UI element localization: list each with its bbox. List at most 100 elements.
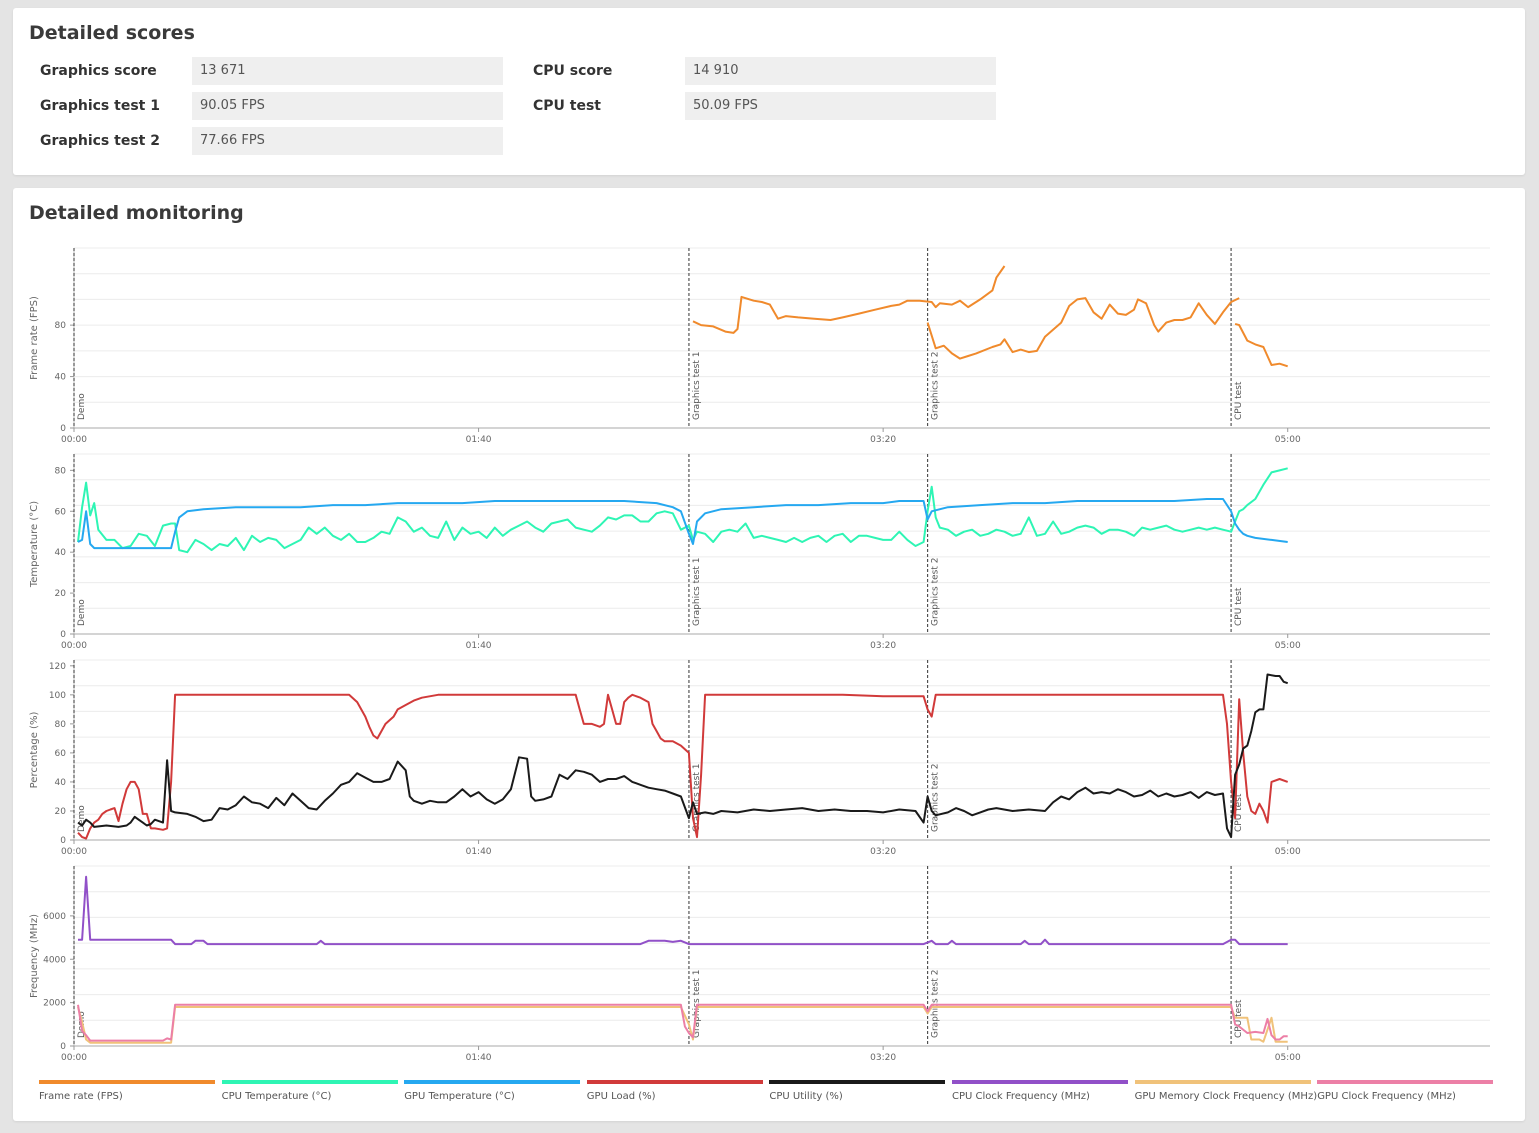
y-axis-label: Frequency (MHz) [29,914,40,998]
series-line [78,875,1288,946]
legend-swatch [769,1080,946,1084]
legend-label: Frame rate (FPS) [39,1091,123,1102]
legend-label: GPU Clock Frequency (MHz) [1317,1091,1456,1102]
x-tick-label: 00:00 [61,435,87,445]
graphics-test-1-value: 90.05 FPS [192,92,503,120]
graphics-test-2-value: 77.66 FPS [192,127,503,155]
y-tick-label: 80 [55,466,67,476]
legend-label: CPU Temperature (°C) [221,1091,332,1102]
detailed-monitoring-panel: Detailed monitoring 0 40 80 00:00 01:40 03:20… [13,188,1525,1121]
y-tick-label: 0 [60,836,66,846]
y-tick-label: 4000 [43,955,66,965]
section-label: Graphics test 1 [692,970,702,1038]
y-tick-label: 20 [55,589,67,599]
y-tick-label: 80 [55,321,67,331]
legend-swatch [404,1080,581,1084]
legend-item[interactable]: CPU Temperature (°C) [221,1080,398,1102]
legend-swatch [586,1080,763,1084]
cpu-score-value: 14 910 [685,57,996,85]
x-tick-label: 01:40 [466,1053,492,1063]
y-tick-label: 40 [55,548,67,558]
section-label: CPU test [1234,793,1244,832]
x-tick-label: 00:00 [61,847,87,857]
legend-swatch [1317,1080,1494,1084]
y-tick-label: 60 [55,749,67,759]
section-label: CPU test [1234,381,1244,420]
legend-swatch [952,1080,1128,1084]
legend-label: GPU Load (%) [586,1091,656,1102]
legend-item[interactable]: GPU Memory Clock Frequency (MHz) [1134,1080,1318,1102]
y-tick-label: 60 [55,507,67,517]
legend-label: GPU Memory Clock Frequency (MHz) [1134,1091,1318,1102]
section-label: Graphics test 1 [692,764,702,832]
x-tick-label: 00:00 [61,1053,87,1063]
series-line [1234,322,1289,368]
section-label: Demo [77,393,87,420]
series-line [77,1003,1288,1042]
x-tick-label: 05:00 [1275,1053,1301,1063]
x-tick-label: 01:40 [466,435,492,445]
y-tick-label: 100 [49,691,66,701]
series-line [692,265,1006,334]
y-tick-label: 40 [55,778,67,788]
legend-item[interactable]: GPU Temperature (°C) [404,1080,581,1102]
x-tick-label: 00:00 [61,641,87,651]
y-tick-label: 80 [55,720,67,730]
section-label: Demo [77,805,87,832]
detailed-scores-panel: Detailed scores Graphics score 13 671 Gr… [13,8,1525,175]
legend-item[interactable]: Frame rate (FPS) [39,1080,215,1102]
x-tick-label: 03:20 [870,641,896,651]
series-line [77,673,1289,839]
series-line [77,693,1289,840]
legend-swatch [1134,1080,1311,1084]
section-label: Graphics test 1 [692,558,702,626]
x-tick-label: 05:00 [1275,641,1301,651]
graphics-test-2-label: Graphics test 2 [40,133,160,149]
y-axis-label: Frame rate (FPS) [29,296,40,380]
section-label: Graphics test 1 [692,352,702,420]
y-tick-label: 6000 [43,912,66,922]
scores-title: Detailed scores [29,22,195,44]
x-tick-label: 03:20 [870,435,896,445]
y-tick-label: 0 [60,1042,66,1052]
x-tick-label: 03:20 [870,1053,896,1063]
y-tick-label: 0 [60,424,66,434]
legend-label: CPU Clock Frequency (MHz) [952,1091,1090,1102]
legend-item[interactable]: GPU Load (%) [586,1080,763,1102]
y-tick-label: 2000 [43,999,66,1009]
cpu-test-value: 50.09 FPS [685,92,996,120]
series-line [77,467,1288,554]
series-line [77,498,1288,550]
x-tick-label: 01:40 [466,641,492,651]
y-tick-label: 40 [55,373,67,383]
section-label: Graphics test 2 [931,558,941,626]
x-tick-label: 05:00 [1275,847,1301,857]
section-label: Demo [77,599,87,626]
section-label: Graphics test 2 [931,764,941,832]
monitoring-charts: 0 40 80 00:00 01:40 03:20 05:00 Frame rate (FPS… [29,247,1490,1063]
y-axis-label: Temperature (°C) [29,501,40,588]
y-axis-label: Percentage (%) [29,712,40,789]
x-tick-label: 01:40 [466,847,492,857]
cpu-score-label: CPU score [533,63,613,79]
legend-label: CPU Utility (%) [769,1091,843,1102]
graphics-score-label: Graphics score [40,63,157,79]
y-tick-label: 120 [49,662,66,672]
legend-item[interactable]: CPU Utility (%) [769,1080,946,1102]
series-line [77,1006,1288,1044]
y-tick-label: 0 [60,630,66,640]
legend-item[interactable]: GPU Clock Frequency (MHz) [1317,1080,1494,1102]
legend-swatch [221,1080,398,1084]
monitoring-title: Detailed monitoring [29,202,244,224]
graphics-test-1-label: Graphics test 1 [40,98,160,114]
section-label: CPU test [1234,587,1244,626]
legend-label: GPU Temperature (°C) [404,1091,515,1102]
legend-item[interactable]: CPU Clock Frequency (MHz) [952,1080,1128,1102]
x-tick-label: 05:00 [1275,435,1301,445]
graphics-score-value: 13 671 [192,57,503,85]
section-label: Graphics test 2 [931,970,941,1038]
cpu-test-label: CPU test [533,98,601,114]
y-tick-label: 20 [55,807,67,817]
section-label: Graphics test 2 [931,352,941,420]
x-tick-label: 03:20 [870,847,896,857]
